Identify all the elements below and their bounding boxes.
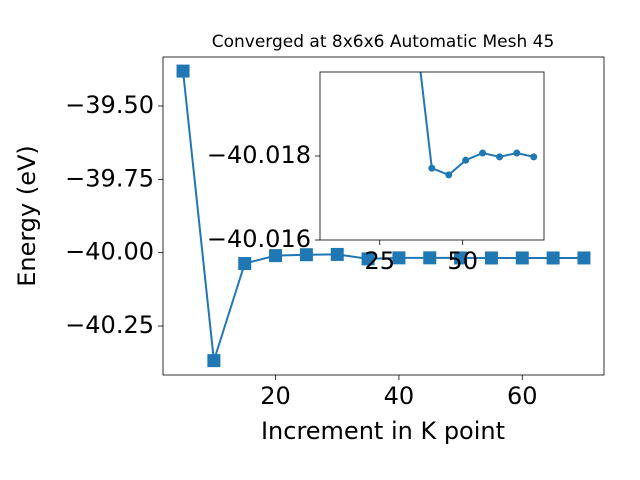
marker [330, 247, 344, 261]
marker [454, 251, 468, 265]
axes-frame [319, 71, 545, 241]
marker [269, 249, 283, 263]
x-tick-label: 25 [364, 247, 395, 275]
plot-clip [419, 72, 538, 179]
y-tick-label: −40.00 [65, 238, 154, 266]
marker [299, 248, 313, 262]
y-tick-label: −40.018 [207, 141, 311, 169]
marker [462, 156, 470, 164]
marker [530, 153, 538, 161]
marker [176, 64, 190, 78]
y-tick-label: −40.016 [207, 225, 311, 253]
marker [207, 354, 221, 368]
marker [238, 257, 252, 271]
marker [577, 251, 591, 265]
marker [515, 251, 529, 265]
marker [496, 153, 504, 161]
marker [428, 164, 436, 172]
axes-frame [162, 56, 605, 376]
marker [484, 251, 498, 265]
x-axis-label: Increment in K point [261, 417, 505, 445]
marker [361, 252, 375, 266]
y-tick-label: −39.75 [65, 164, 154, 192]
marker [423, 251, 437, 265]
plot-clip [176, 64, 591, 368]
x-tick-label: 20 [260, 382, 291, 410]
marker [445, 171, 453, 179]
y-tick-label: −39.50 [65, 91, 154, 119]
x-tick-label: 40 [384, 382, 415, 410]
y-axis-label: Energy (eV) [13, 145, 41, 287]
plot-area [320, 72, 544, 240]
marker [546, 251, 560, 265]
marker [479, 149, 487, 157]
marker [392, 251, 406, 265]
y-tick-label: −40.25 [65, 311, 154, 339]
marker [513, 149, 521, 157]
x-tick-label: 60 [507, 382, 538, 410]
x-tick-label: 50 [447, 247, 478, 275]
chart-title: Converged at 8x6x6 Automatic Mesh 45 [212, 32, 555, 52]
